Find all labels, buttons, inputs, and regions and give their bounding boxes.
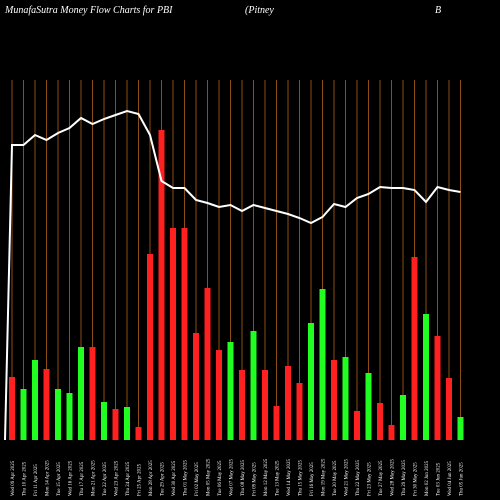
bar xyxy=(446,378,452,440)
x-tick-label: Tue 20 May 2025 xyxy=(333,460,338,496)
bar xyxy=(377,403,383,440)
x-tick-label: Tue 15 Apr 2025 xyxy=(57,462,62,496)
bar xyxy=(273,406,280,440)
x-tick-label: Tue 22 Apr 2025 xyxy=(103,462,108,496)
bar xyxy=(66,393,73,440)
x-tick-label: Thu 10 Apr 2025 xyxy=(23,461,28,496)
bar xyxy=(308,323,314,440)
bar xyxy=(101,402,107,440)
x-tick-label: Wed 21 May 2025 xyxy=(345,459,350,496)
bar xyxy=(158,130,165,440)
bar xyxy=(239,370,245,440)
bar xyxy=(124,407,130,440)
x-tick-label: Wed 16 Apr 2025 xyxy=(69,460,74,496)
bar xyxy=(285,366,291,440)
bar xyxy=(170,228,176,440)
bar xyxy=(365,373,372,440)
chart-subtitle: B xyxy=(435,5,441,16)
x-tick-label: Fri 16 May 2025 xyxy=(310,462,315,496)
x-tick-label: Thu 08 May 2025 xyxy=(241,460,246,496)
x-tick-label: Fri 25 Apr 2025 xyxy=(138,463,143,496)
x-tick-label: Fri 11 Apr 2025 xyxy=(34,464,39,496)
x-tick-label: Tue 27 May 2025 xyxy=(379,460,384,496)
bar xyxy=(135,427,142,440)
line xyxy=(4,109,461,441)
bar xyxy=(181,228,188,440)
x-tick-label: Wed 28 May 2025 xyxy=(391,459,396,496)
x-tick-label: Thu 24 Apr 2025 xyxy=(126,461,131,496)
bar xyxy=(250,331,257,440)
x-tick-label: Mon 02 Jun 2025 xyxy=(425,460,430,496)
bar xyxy=(9,377,15,440)
x-tick-label: Mon 21 Apr 2025 xyxy=(92,460,97,496)
x-tick-label: Thu 29 May 2025 xyxy=(402,460,407,496)
x-tick-label: Tue 03 Jun 2025 xyxy=(437,462,442,496)
bar xyxy=(43,369,50,440)
x-tick-label: Thu 17 Apr 2025 xyxy=(80,461,85,496)
x-tick-label: Mon 12 May 2025 xyxy=(264,458,269,496)
x-tick-label: Wed 30 Apr 2025 xyxy=(172,460,177,496)
x-tick-label: Wed 07 May 2025 xyxy=(230,459,235,496)
bar xyxy=(423,314,429,440)
x-tick-label: Tue 13 May 2025 xyxy=(276,460,281,496)
bar xyxy=(354,411,360,440)
x-tick-label: Thu 05 Jun 2025 xyxy=(460,462,465,496)
x-tick-label: Fri 23 May 2025 xyxy=(368,462,373,496)
bar xyxy=(296,383,303,440)
x-tick-label: Fri 30 May 2025 xyxy=(414,462,419,496)
bar xyxy=(400,395,406,440)
x-tick-label: Mon 28 Apr 2025 xyxy=(149,460,154,496)
bar xyxy=(388,425,395,440)
bar xyxy=(89,347,96,440)
bar xyxy=(112,409,119,440)
bar xyxy=(204,288,211,440)
bar xyxy=(457,417,464,440)
bar xyxy=(147,254,153,440)
x-tick-label: Thu 01 May 2025 xyxy=(184,460,189,496)
x-tick-label: Wed 14 May 2025 xyxy=(287,459,292,496)
bar xyxy=(216,350,222,440)
x-tick-label: Mon 05 May 2025 xyxy=(207,458,212,496)
x-tick-label: Mon 14 Apr 2025 xyxy=(46,460,51,496)
bar xyxy=(331,360,337,440)
chart-subtitle: (Pitney xyxy=(245,5,274,16)
x-tick-label: Fri 02 May 2025 xyxy=(195,462,200,496)
x-tick-label: Wed 09 Apr 2025 xyxy=(11,460,16,496)
x-tick-label: Tue 29 Apr 2025 xyxy=(161,462,166,496)
x-tick-label: Mon 19 May 2025 xyxy=(322,458,327,496)
bar xyxy=(55,389,61,440)
bar xyxy=(32,360,38,440)
bar xyxy=(227,342,234,440)
x-tick-label: Wed 23 Apr 2025 xyxy=(115,460,120,496)
x-tick-label: Wed 04 Jun 2025 xyxy=(448,461,453,496)
bar xyxy=(193,333,199,440)
bar xyxy=(20,389,27,440)
x-tick-label: Fri 09 May 2025 xyxy=(253,462,258,496)
chart-title: MunafaSutra Money Flow Charts for PBI xyxy=(4,5,173,16)
x-tick-label: Thu 15 May 2025 xyxy=(299,460,304,496)
x-tick-label: Thu 22 May 2025 xyxy=(356,460,361,496)
bar xyxy=(411,257,418,440)
bar xyxy=(78,347,84,440)
bar xyxy=(262,370,268,440)
bar xyxy=(319,289,326,440)
bar xyxy=(342,357,349,440)
bar xyxy=(434,336,441,440)
x-tick-label: Tue 06 May 2025 xyxy=(218,460,223,496)
